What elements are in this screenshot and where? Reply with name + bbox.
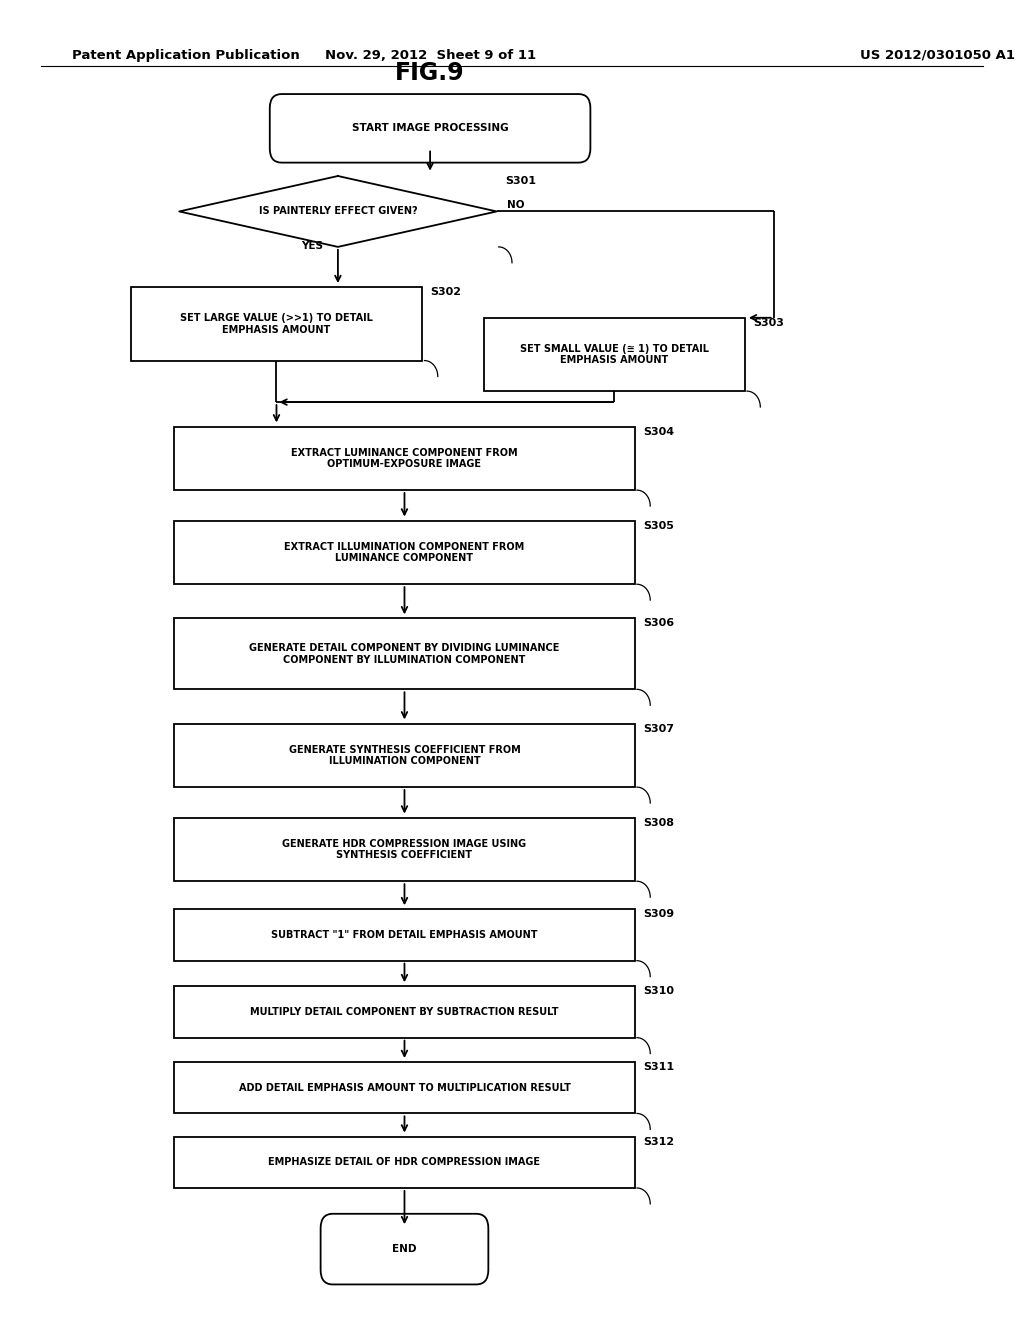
- Text: GENERATE SYNTHESIS COEFFICIENT FROM
ILLUMINATION COMPONENT: GENERATE SYNTHESIS COEFFICIENT FROM ILLU…: [289, 744, 520, 766]
- Text: S310: S310: [643, 986, 674, 997]
- Bar: [131, 288, 422, 360]
- Bar: [174, 520, 635, 585]
- Text: MULTIPLY DETAIL COMPONENT BY SUBTRACTION RESULT: MULTIPLY DETAIL COMPONENT BY SUBTRACTION…: [250, 1007, 559, 1016]
- Bar: [174, 817, 635, 882]
- Text: S312: S312: [643, 1137, 674, 1147]
- Text: EXTRACT LUMINANCE COMPONENT FROM
OPTIMUM-EXPOSURE IMAGE: EXTRACT LUMINANCE COMPONENT FROM OPTIMUM…: [291, 447, 518, 469]
- Text: S308: S308: [643, 817, 674, 828]
- Text: END: END: [392, 1245, 417, 1254]
- Text: SET SMALL VALUE (≅ 1) TO DETAIL
EMPHASIS AMOUNT: SET SMALL VALUE (≅ 1) TO DETAIL EMPHASIS…: [520, 343, 709, 366]
- Text: GENERATE HDR COMPRESSION IMAGE USING
SYNTHESIS COEFFICIENT: GENERATE HDR COMPRESSION IMAGE USING SYN…: [283, 838, 526, 861]
- Text: EXTRACT ILLUMINATION COMPONENT FROM
LUMINANCE COMPONENT: EXTRACT ILLUMINATION COMPONENT FROM LUMI…: [285, 541, 524, 564]
- Text: S307: S307: [643, 723, 674, 734]
- Text: FIG.9: FIG.9: [395, 61, 465, 86]
- Text: IS PAINTERLY EFFECT GIVEN?: IS PAINTERLY EFFECT GIVEN?: [259, 206, 417, 216]
- Text: ADD DETAIL EMPHASIS AMOUNT TO MULTIPLICATION RESULT: ADD DETAIL EMPHASIS AMOUNT TO MULTIPLICA…: [239, 1082, 570, 1093]
- Text: Nov. 29, 2012  Sheet 9 of 11: Nov. 29, 2012 Sheet 9 of 11: [325, 49, 536, 62]
- Text: YES: YES: [301, 240, 324, 251]
- Text: S302: S302: [430, 288, 462, 297]
- Text: EMPHASIZE DETAIL OF HDR COMPRESSION IMAGE: EMPHASIZE DETAIL OF HDR COMPRESSION IMAG…: [268, 1158, 541, 1167]
- Polygon shape: [179, 176, 497, 247]
- Text: S305: S305: [643, 520, 674, 531]
- Bar: [174, 986, 635, 1038]
- Bar: [483, 318, 745, 391]
- Bar: [174, 619, 635, 689]
- Text: Patent Application Publication: Patent Application Publication: [72, 49, 299, 62]
- Bar: [174, 1137, 635, 1188]
- Bar: [174, 1063, 635, 1114]
- Text: US 2012/0301050 A1: US 2012/0301050 A1: [860, 49, 1015, 62]
- Text: S303: S303: [754, 318, 784, 327]
- FancyBboxPatch shape: [321, 1214, 488, 1284]
- Text: SUBTRACT "1" FROM DETAIL EMPHASIS AMOUNT: SUBTRACT "1" FROM DETAIL EMPHASIS AMOUNT: [271, 931, 538, 940]
- Text: NO: NO: [507, 201, 524, 210]
- FancyBboxPatch shape: [269, 94, 591, 162]
- Text: SET LARGE VALUE (>>1) TO DETAIL
EMPHASIS AMOUNT: SET LARGE VALUE (>>1) TO DETAIL EMPHASIS…: [180, 313, 373, 335]
- Text: S306: S306: [643, 619, 674, 628]
- Text: S304: S304: [643, 426, 674, 437]
- Text: S309: S309: [643, 909, 674, 919]
- Text: GENERATE DETAIL COMPONENT BY DIVIDING LUMINANCE
COMPONENT BY ILLUMINATION COMPON: GENERATE DETAIL COMPONENT BY DIVIDING LU…: [249, 643, 560, 665]
- Bar: [174, 909, 635, 961]
- Text: S301: S301: [505, 176, 536, 186]
- Text: START IMAGE PROCESSING: START IMAGE PROCESSING: [352, 123, 508, 133]
- Text: S311: S311: [643, 1063, 674, 1072]
- Bar: [174, 426, 635, 490]
- Bar: [174, 723, 635, 787]
